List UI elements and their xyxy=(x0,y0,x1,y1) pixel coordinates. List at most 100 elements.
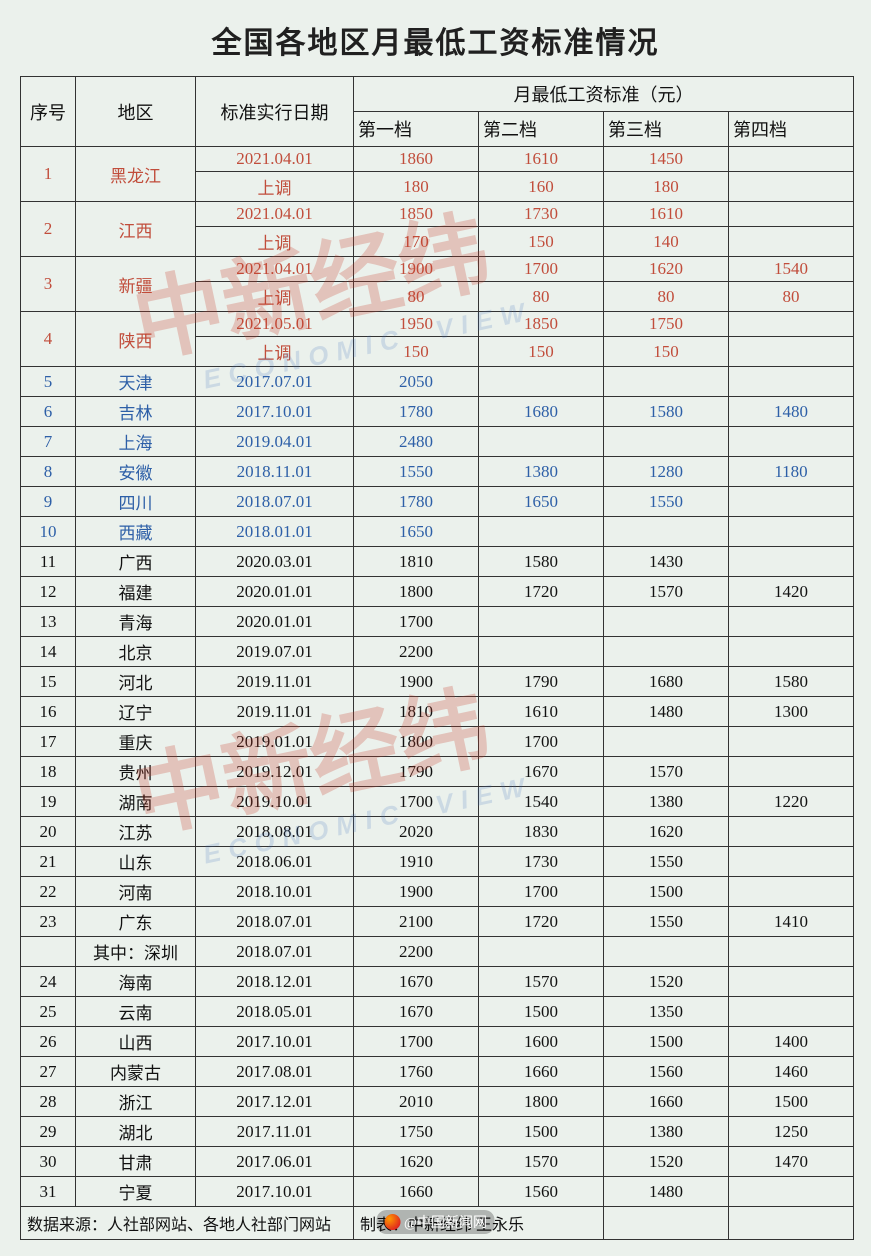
cell-date: 2017.06.01 xyxy=(196,1147,354,1177)
cell-adj-t4 xyxy=(729,337,854,367)
cell-region: 青海 xyxy=(76,607,196,637)
cell-t3: 1520 xyxy=(604,967,729,997)
cell-t1: 1620 xyxy=(354,1147,479,1177)
cell-t3 xyxy=(604,367,729,397)
table-row: 30 甘肃 2017.06.01 1620 1570 1520 1470 xyxy=(21,1147,854,1177)
source-right: 制表：中新经纬 王永乐 xyxy=(354,1207,604,1240)
cell-date: 2019.11.01 xyxy=(196,697,354,727)
wage-table-body: 1 黑龙江 2021.04.01 1860 1610 1450 上调 180 1… xyxy=(21,147,854,1240)
cell-seq: 28 xyxy=(21,1087,76,1117)
cell-adj-t4: 80 xyxy=(729,282,854,312)
cell-t4 xyxy=(729,367,854,397)
cell-seq: 2 xyxy=(21,202,76,257)
cell-t3: 1580 xyxy=(604,397,729,427)
cell-date: 2017.10.01 xyxy=(196,1027,354,1057)
source-left: 数据来源：人社部网站、各地人社部门网站 xyxy=(21,1207,354,1240)
cell-t1: 1650 xyxy=(354,517,479,547)
cell-t3: 1480 xyxy=(604,1177,729,1207)
cell-t4 xyxy=(729,727,854,757)
cell-region: 河南 xyxy=(76,877,196,907)
cell-seq: 21 xyxy=(21,847,76,877)
table-row: 14 北京 2019.07.01 2200 xyxy=(21,637,854,667)
cell-t3: 1550 xyxy=(604,907,729,937)
table-row: 26 山西 2017.10.01 1700 1600 1500 1400 xyxy=(21,1027,854,1057)
cell-t4 xyxy=(729,427,854,457)
cell-region: 吉林 xyxy=(76,397,196,427)
cell-t3: 1500 xyxy=(604,1027,729,1057)
cell-t2: 1680 xyxy=(479,397,604,427)
cell-t3: 1500 xyxy=(604,877,729,907)
cell-t2: 1380 xyxy=(479,457,604,487)
table-row: 其中：深圳 2018.07.01 2200 xyxy=(21,937,854,967)
cell-adj-t1: 180 xyxy=(354,172,479,202)
cell-t4 xyxy=(729,1177,854,1207)
table-row: 27 内蒙古 2017.08.01 1760 1660 1560 1460 xyxy=(21,1057,854,1087)
cell-region: 浙江 xyxy=(76,1087,196,1117)
cell-seq xyxy=(21,937,76,967)
cell-t3: 1520 xyxy=(604,1147,729,1177)
cell-t3: 1570 xyxy=(604,757,729,787)
table-row: 3 新疆 2021.04.01 1900 1700 1620 1540 xyxy=(21,257,854,282)
cell-adj-t4 xyxy=(729,172,854,202)
cell-date: 2019.11.01 xyxy=(196,667,354,697)
cell-t1: 2050 xyxy=(354,367,479,397)
cell-date: 2018.10.01 xyxy=(196,877,354,907)
cell-date: 2017.07.01 xyxy=(196,367,354,397)
cell-seq: 23 xyxy=(21,907,76,937)
cell-seq: 4 xyxy=(21,312,76,367)
cell-t4 xyxy=(729,757,854,787)
cell-region: 黑龙江 xyxy=(76,147,196,202)
cell-t1: 1950 xyxy=(354,312,479,337)
cell-adjust-label: 上调 xyxy=(196,282,354,312)
cell-t2: 1570 xyxy=(479,967,604,997)
cell-seq: 5 xyxy=(21,367,76,397)
cell-t4 xyxy=(729,147,854,172)
cell-region: 宁夏 xyxy=(76,1177,196,1207)
cell-t2: 1610 xyxy=(479,147,604,172)
cell-t3: 1550 xyxy=(604,487,729,517)
cell-t1: 2100 xyxy=(354,907,479,937)
cell-region: 江苏 xyxy=(76,817,196,847)
cell-t4: 1420 xyxy=(729,577,854,607)
cell-t4: 1180 xyxy=(729,457,854,487)
cell-t4: 1250 xyxy=(729,1117,854,1147)
cell-seq: 30 xyxy=(21,1147,76,1177)
cell-t4 xyxy=(729,997,854,1027)
table-row: 8 安徽 2018.11.01 1550 1380 1280 1180 xyxy=(21,457,854,487)
cell-t2: 1670 xyxy=(479,757,604,787)
cell-seq: 20 xyxy=(21,817,76,847)
table-row: 1 黑龙江 2021.04.01 1860 1610 1450 xyxy=(21,147,854,172)
cell-region: 湖北 xyxy=(76,1117,196,1147)
cell-t1: 1860 xyxy=(354,147,479,172)
cell-t2: 1720 xyxy=(479,577,604,607)
table-row: 4 陕西 2021.05.01 1950 1850 1750 xyxy=(21,312,854,337)
cell-adj-t2: 150 xyxy=(479,337,604,367)
cell-region: 新疆 xyxy=(76,257,196,312)
cell-date: 2020.01.01 xyxy=(196,577,354,607)
cell-date: 2017.08.01 xyxy=(196,1057,354,1087)
cell-seq: 11 xyxy=(21,547,76,577)
cell-seq: 26 xyxy=(21,1027,76,1057)
cell-t4 xyxy=(729,607,854,637)
cell-t4 xyxy=(729,967,854,997)
cell-t1: 1800 xyxy=(354,727,479,757)
cell-date: 2018.05.01 xyxy=(196,997,354,1027)
cell-t3 xyxy=(604,727,729,757)
cell-t1: 1670 xyxy=(354,967,479,997)
cell-t1: 1850 xyxy=(354,202,479,227)
cell-adj-t3: 80 xyxy=(604,282,729,312)
cell-t2: 1540 xyxy=(479,787,604,817)
cell-seq: 24 xyxy=(21,967,76,997)
cell-date: 2021.04.01 xyxy=(196,147,354,172)
table-row: 10 西藏 2018.01.01 1650 xyxy=(21,517,854,547)
cell-t1: 1670 xyxy=(354,997,479,1027)
cell-region: 天津 xyxy=(76,367,196,397)
table-row: 2 江西 2021.04.01 1850 1730 1610 xyxy=(21,202,854,227)
cell-region: 上海 xyxy=(76,427,196,457)
cell-t1: 1660 xyxy=(354,1177,479,1207)
cell-adj-t4 xyxy=(729,227,854,257)
cell-region: 辽宁 xyxy=(76,697,196,727)
cell-t1: 1790 xyxy=(354,757,479,787)
cell-seq: 8 xyxy=(21,457,76,487)
cell-t1: 1760 xyxy=(354,1057,479,1087)
